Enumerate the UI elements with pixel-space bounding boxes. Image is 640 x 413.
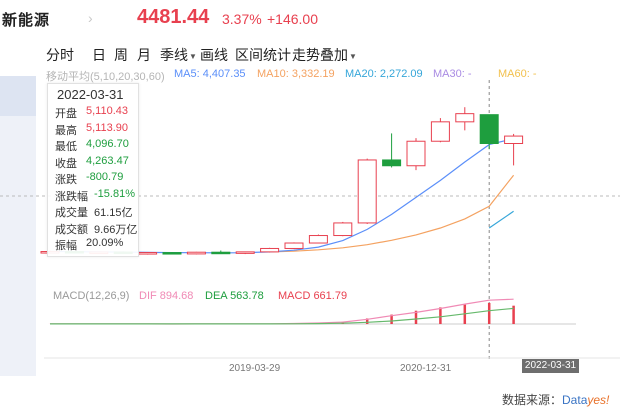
macd-dea-line <box>50 307 514 325</box>
tooltip-row-key: 振幅 <box>55 240 77 252</box>
tooltip-row-value: -800.79 <box>86 171 124 183</box>
ma-settings-label[interactable]: 移动平均(5,10,20,30,60) <box>46 71 165 83</box>
ma10-value: MA10: 3,332.19 <box>257 68 335 80</box>
tooltip-row: 涨跌幅 -15.81% <box>55 187 139 203</box>
tooltip-row: 涨跌 -800.79 <box>55 171 139 186</box>
kline-chart[interactable] <box>0 80 640 380</box>
candle-body <box>235 251 255 254</box>
tooltip-row-key: 涨跌 <box>55 174 77 186</box>
tooltip-row-value: 5,110.43 <box>86 105 129 117</box>
tooltip-row: 开盘 5,110.43 <box>55 105 139 120</box>
tab-quarterly[interactable]: 季线▼ <box>160 45 197 65</box>
candle-body <box>211 251 231 255</box>
candle-body <box>430 121 450 142</box>
tooltip-row-value: 20.09% <box>86 237 124 249</box>
tooltip-row-value: -15.81% <box>94 187 135 200</box>
candle-body <box>357 159 377 224</box>
tab-range-stats[interactable]: 区间统计 <box>235 47 291 63</box>
tab-quarterly-label: 季线 <box>160 47 188 63</box>
x-axis-label: 2020-12-31 <box>400 363 452 374</box>
candle-body <box>308 235 328 244</box>
macd-dea-value: DEA 563.78 <box>205 290 264 302</box>
candle-body <box>333 222 353 237</box>
chevron-right-icon[interactable]: › <box>88 10 93 26</box>
tab-daily[interactable]: 日 <box>92 47 106 63</box>
macd-dif-value: DIF 894.68 <box>139 290 194 302</box>
tooltip-row-value: 9.66万亿 <box>94 223 138 236</box>
tooltip-row: 最高 5,113.90 <box>55 121 139 137</box>
tooltip-row-key: 成交量 <box>55 207 88 219</box>
macd-label: MACD(12,26,9) <box>53 290 130 302</box>
current-price: 4481.44 <box>137 6 210 28</box>
ma30-value: MA30: - <box>433 68 472 80</box>
candle-body <box>162 252 182 255</box>
tooltip-row: 成交额 9.66万亿 <box>55 221 139 236</box>
tooltip-row-key: 开盘 <box>55 108 77 120</box>
candle-body <box>406 140 426 167</box>
x-axis-label: 2019-03-29 <box>229 363 281 374</box>
tooltip-row-value: 5,113.90 <box>86 121 129 134</box>
tooltip-row-key: 涨跌幅 <box>55 190 88 203</box>
left-panel-strip <box>0 76 36 376</box>
tooltip-row: 成交量 61.15亿 <box>55 204 139 219</box>
index-name: 新能源 <box>2 12 51 29</box>
tooltip-row-value: 4,263.47 <box>86 154 129 167</box>
candle-body <box>382 159 402 167</box>
macd-dif-line <box>50 298 514 325</box>
dataes-logo-b: yes! <box>587 393 610 407</box>
candle-body <box>455 113 475 123</box>
candle-body <box>284 242 304 249</box>
tooltip-row-value: 61.15亿 <box>94 207 133 219</box>
data-source: 数据来源：Datayes! <box>502 391 609 408</box>
tab-intraday[interactable]: 分时 <box>46 47 74 63</box>
change-percent: 3.37% <box>222 11 262 27</box>
quote-header: 新能源 › 4481.44 3.37% +146.00 <box>0 0 640 40</box>
tooltip-row: 收盘 4,263.47 <box>55 154 139 170</box>
candle-body <box>260 247 280 253</box>
tooltip-row: 最低 4,096.70 <box>55 138 139 153</box>
tooltip-row-key: 最低 <box>55 141 77 153</box>
change-value: +146.00 <box>267 11 318 27</box>
candle-body <box>186 251 206 255</box>
tooltip-row: 振幅 20.09% <box>55 237 139 252</box>
caret-down-icon: ▼ <box>189 51 197 61</box>
data-source-prefix: 数据来源： <box>502 393 563 407</box>
candle-body <box>479 114 499 144</box>
tooltip-row-key: 最高 <box>55 124 77 137</box>
dataes-logo-a: Data <box>562 393 588 407</box>
x-axis-crosshair-label: 2022-03-31 <box>522 359 579 373</box>
tooltip-row-value: 4,096.70 <box>86 138 129 150</box>
tooltip-row-key: 收盘 <box>55 157 77 170</box>
ma20-line <box>488 210 514 229</box>
ohlc-tooltip: 2022-03-31 开盘 5,110.43 最高 5,113.90 最低 4,096.7… <box>47 83 139 257</box>
candle-body <box>138 252 158 255</box>
ma5-value: MA5: 4,407.35 <box>174 68 246 80</box>
ma10-line <box>269 174 515 253</box>
ma-legend: 移动平均(5,10,20,30,60) MA5: 4,407.35 MA10: … <box>46 68 636 83</box>
tab-draw-line[interactable]: 画线 <box>200 47 228 63</box>
tab-weekly[interactable]: 周 <box>114 47 128 63</box>
left-panel-highlight[interactable] <box>0 76 36 116</box>
tooltip-date: 2022-03-31 <box>57 87 124 102</box>
caret-down-icon: ▼ <box>349 51 357 61</box>
candle-body <box>504 135 524 144</box>
tab-overlay-label: 走势叠加 <box>292 47 348 63</box>
tab-monthly[interactable]: 月 <box>137 47 151 63</box>
ma60-value: MA60: - <box>498 68 537 80</box>
ma20-value: MA20: 2,272.09 <box>345 68 423 80</box>
macd-hist-value: MACD 661.79 <box>278 290 348 302</box>
tab-overlay[interactable]: 走势叠加▼ <box>292 45 357 65</box>
tooltip-row-key: 成交额 <box>55 223 88 236</box>
